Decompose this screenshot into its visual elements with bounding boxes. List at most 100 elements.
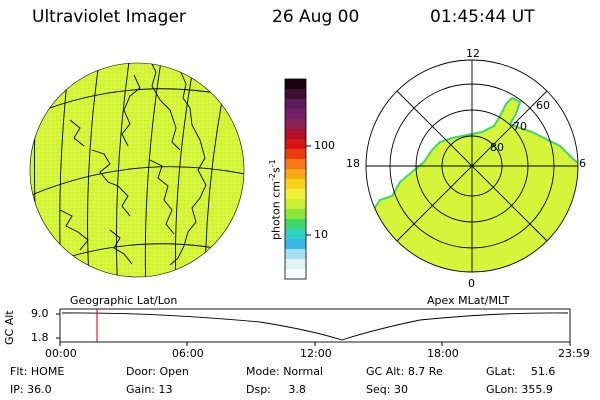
flt-label: Flt: — [10, 365, 28, 378]
polar-diagonal — [396, 90, 548, 242]
color-bar-unit: photon cm-2s-1 — [268, 159, 283, 240]
meridian-line — [144, 63, 163, 277]
status-dsp: Dsp: 3.8 — [246, 383, 306, 396]
timeline-y-bottom: 1.8 — [31, 331, 49, 344]
color-bar-swatch — [285, 229, 306, 240]
coastline — [91, 149, 131, 217]
status-gcalt: GC Alt: 8.7 Re — [366, 365, 443, 378]
color-bar-swatch — [285, 199, 306, 210]
mlat-label-70: 70 — [513, 120, 527, 133]
mode-value: Normal — [283, 365, 323, 378]
status-mode: Mode: Normal — [246, 365, 323, 378]
color-bar-swatch — [285, 79, 306, 90]
status-glat: GLat: 51.6 — [486, 365, 555, 378]
color-bar-swatch — [285, 249, 306, 260]
color-bar-swatch — [285, 259, 306, 270]
app-title: Ultraviolet Imager — [32, 7, 186, 27]
door-value: Open — [159, 365, 189, 378]
gcalt-label: GC Alt: — [366, 365, 405, 378]
color-bar-swatch — [285, 159, 306, 170]
color-bar-swatch — [285, 189, 306, 200]
color-bar-label-high: 100 — [314, 139, 335, 152]
gcalt-value: 8.7 Re — [407, 365, 443, 378]
timeline-tick-label: 00:00 — [45, 347, 77, 360]
coastline — [169, 69, 207, 266]
geo-rim — [29, 62, 245, 278]
latitude-line — [30, 166, 244, 201]
gain-value: 13 — [158, 383, 173, 396]
glon-value: 355.9 — [521, 383, 553, 396]
header-date: 26 Aug 00 — [272, 7, 360, 27]
timeline-y-top: 9.0 — [31, 307, 49, 320]
color-bar-label-low: 10 — [314, 228, 328, 241]
meridian-line — [174, 63, 196, 277]
glat-label: GLat: — [486, 365, 516, 378]
coastline — [149, 159, 175, 235]
color-bar-swatch — [285, 179, 306, 190]
color-bar-swatch — [285, 99, 306, 110]
color-bar-swatch — [285, 89, 306, 100]
mlt-label-18: 18 — [346, 157, 360, 170]
timeline-tick-label: 06:00 — [172, 347, 204, 360]
mlat-label-60: 60 — [536, 99, 550, 112]
timeline-tick-label: 23:59 — [558, 347, 590, 360]
unit-exp-2: -1 — [268, 159, 277, 168]
color-bar-swatch — [285, 109, 306, 120]
mlat-label-80: 80 — [490, 141, 504, 154]
status-glon: GLon: 355.9 — [486, 383, 553, 396]
color-bar-swatch — [285, 169, 306, 180]
mlt-label-12: 12 — [466, 47, 480, 60]
apex-caption: Apex MLat/MLT — [427, 294, 510, 307]
unit-exp-1: -2 — [268, 173, 277, 182]
timeline-axis-label: GC Alt — [3, 310, 16, 345]
altitude-curve — [61, 312, 569, 341]
dsp-value: 3.8 — [288, 383, 306, 396]
color-bar-frame — [284, 78, 307, 280]
status-ip: IP: 36.0 — [10, 383, 52, 396]
seq-label: Seq: — [366, 383, 391, 396]
glat-value: 51.6 — [530, 365, 556, 378]
mlt-label-6: 6 — [579, 157, 586, 170]
coastline — [149, 63, 181, 151]
status-seq: Seq: 30 — [366, 383, 408, 396]
status-flt: Flt: HOME — [10, 365, 64, 378]
flt-value: HOME — [30, 365, 65, 378]
mode-label: Mode: — [246, 365, 280, 378]
color-bar-swatch — [285, 139, 306, 150]
coastline — [69, 119, 85, 147]
color-bar-swatch — [285, 149, 306, 160]
glon-label: GLon: — [486, 383, 518, 396]
coastline — [121, 74, 141, 147]
dsp-label: Dsp: — [246, 383, 271, 396]
color-bar — [285, 79, 306, 280]
timeline-tick-label: 18:00 — [427, 347, 459, 360]
color-bar-swatch — [285, 129, 306, 140]
color-bar-swatch — [285, 269, 306, 280]
status-door: Door: Open — [126, 365, 189, 378]
door-label: Door: — [126, 365, 156, 378]
coastline — [109, 229, 133, 265]
gain-label: Gain: — [126, 383, 155, 396]
status-gain: Gain: 13 — [126, 383, 173, 396]
timeline-tick-label: 12:00 — [300, 347, 332, 360]
color-bar-swatch — [285, 209, 306, 220]
timeline-chart — [56, 308, 571, 346]
aurora-oval — [366, 96, 578, 272]
color-bar-swatch — [285, 219, 306, 230]
ip-label: IP: — [10, 383, 24, 396]
geo-globe — [29, 62, 245, 278]
apex-polar-plot — [365, 59, 579, 273]
color-bar-swatch — [285, 119, 306, 130]
mlt-label-0: 0 — [468, 277, 475, 290]
coastline — [59, 209, 89, 251]
header-time: 01:45:44 UT — [430, 7, 535, 27]
unit-text: photon cm — [269, 181, 283, 240]
ip-value: 36.0 — [27, 383, 52, 396]
meridian-line — [116, 63, 131, 277]
seq-value: 30 — [393, 383, 408, 396]
geo-caption: Geographic Lat/Lon — [70, 294, 178, 307]
unit-text-s: s — [269, 167, 283, 174]
color-bar-swatch — [285, 239, 306, 250]
geo-disc — [30, 63, 244, 277]
